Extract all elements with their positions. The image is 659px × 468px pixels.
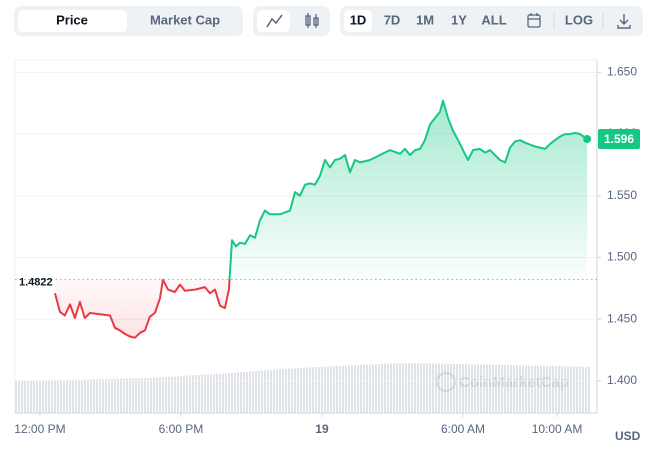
candle-icon[interactable] — [305, 13, 319, 28]
y-tick-label: 1.500 — [607, 250, 637, 264]
currency-label: USD — [615, 429, 641, 443]
y-tick-label: 1.400 — [607, 373, 637, 387]
y-tick-label: 1.450 — [607, 311, 637, 325]
x-tick-label: 19 — [315, 422, 329, 436]
price-line — [54, 99, 588, 339]
y-tick-label: 1.650 — [607, 65, 637, 79]
log-button[interactable]: LOG — [565, 12, 593, 27]
view-button[interactable]: Market Cap — [150, 12, 220, 27]
x-tick-label: 12:00 PM — [14, 422, 65, 436]
view-selected — [18, 10, 127, 32]
watermark-text: CoinMarketCap — [459, 374, 569, 391]
last-price-label: 1.596 — [604, 132, 634, 146]
calendar-icon[interactable] — [527, 13, 541, 28]
area — [54, 100, 588, 338]
x-tick-label: 10:00 AM — [532, 422, 583, 436]
range-button[interactable]: ALL — [481, 12, 506, 27]
plot-frame — [14, 59, 597, 413]
range-button[interactable]: 7D — [384, 12, 401, 27]
x-tick-label: 6:00 AM — [441, 422, 485, 436]
range-toggle — [340, 6, 643, 36]
last-price-badge — [598, 128, 640, 149]
x-tick-label: 6:00 PM — [159, 422, 204, 436]
watermark: CoinMarketCap — [436, 372, 569, 392]
line-icon[interactable] — [266, 14, 283, 28]
baseline-label: 1.4822 — [19, 276, 53, 288]
y-tick-label: 1.550 — [607, 188, 637, 202]
volume-bars — [15, 363, 590, 413]
download-icon[interactable] — [617, 14, 631, 29]
last-point — [583, 134, 592, 143]
range-button[interactable]: 1D — [350, 12, 367, 27]
range-selected — [344, 10, 372, 32]
range-button[interactable]: 1M — [416, 12, 434, 27]
view-button[interactable]: Price — [56, 12, 88, 27]
range-button[interactable]: 1Y — [451, 12, 467, 27]
